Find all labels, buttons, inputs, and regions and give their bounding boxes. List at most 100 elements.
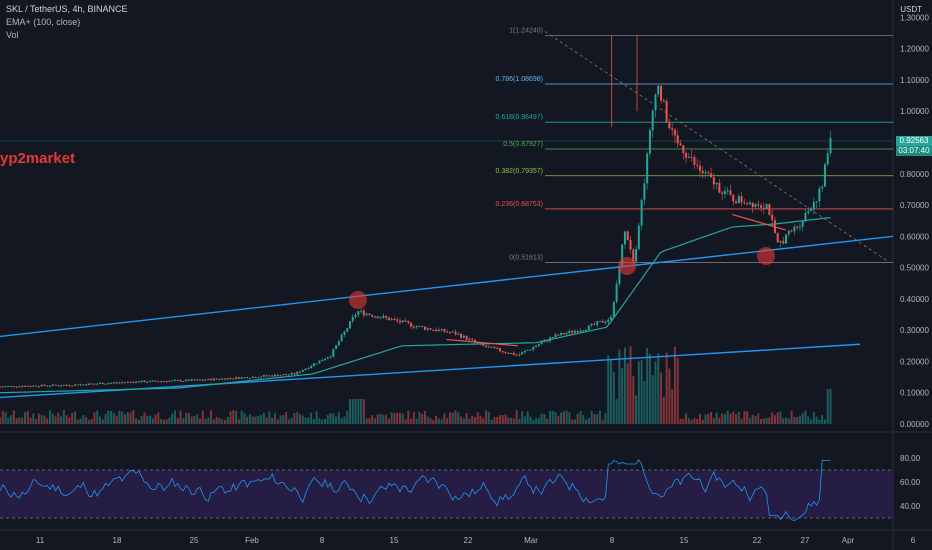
volume-bar (710, 411, 713, 424)
candle-body (43, 384, 46, 386)
volume-bar (568, 412, 571, 424)
candle-body (818, 188, 821, 202)
volume-bar (129, 412, 132, 424)
candle-body (90, 383, 93, 385)
candle-body (179, 380, 182, 382)
time-tick-label: Mar (524, 536, 538, 545)
candle-body (315, 363, 318, 365)
volume-bar (640, 360, 643, 424)
candle-body (173, 379, 176, 381)
volume-bar (821, 414, 824, 424)
volume-bar (668, 368, 671, 424)
volume-bar (251, 416, 254, 424)
price-tick-label: 0.30000 (900, 326, 929, 335)
volume-bar (54, 416, 57, 424)
volume-bar (140, 416, 143, 424)
indicator-ema-label[interactable]: EMA+ (100, close) (6, 17, 81, 27)
volume-bar (382, 414, 385, 424)
candle-body (68, 385, 71, 387)
candle-body (296, 371, 299, 375)
time-tick-label: 15 (390, 536, 399, 545)
volume-bar (121, 411, 124, 424)
rsi-axis[interactable]: 80.00 60.00 40.00 (900, 454, 921, 511)
price-tick-label: 1.30000 (900, 13, 929, 22)
volume-bar (168, 417, 171, 424)
candle-body (612, 301, 615, 317)
candle-body (587, 325, 590, 331)
volume-bar (546, 418, 549, 424)
candle-body (32, 385, 35, 387)
fib-level-label: 0.786(1.08698) (496, 76, 543, 83)
volume-bar (160, 418, 163, 424)
candle-body (268, 375, 271, 377)
candle-body (318, 360, 321, 364)
volume-bar (521, 411, 524, 424)
volume-bar (762, 418, 765, 424)
candle-body (662, 100, 665, 102)
candle-body (532, 347, 535, 350)
volume-bar (218, 417, 221, 424)
volume-bar (132, 410, 135, 424)
volume-bar (812, 411, 815, 424)
volume-bar (107, 410, 110, 424)
volume-bar (146, 416, 149, 424)
candle-body (490, 346, 493, 348)
indicator-vol-label[interactable]: Vol (6, 30, 19, 40)
candle-body (571, 330, 574, 333)
volume-bar (815, 416, 818, 424)
volume-bar (729, 413, 732, 424)
candle-body (582, 330, 585, 332)
candle-body (596, 321, 599, 325)
candle-body (332, 348, 335, 357)
candles (0, 35, 832, 388)
volume-bar (360, 399, 363, 424)
candle-body (485, 345, 488, 347)
volume-bar (432, 419, 435, 424)
volume-bar (421, 413, 424, 424)
candle-body (598, 320, 601, 322)
volume-bar (260, 414, 263, 424)
candle-body (232, 378, 235, 380)
ema-red-segment (446, 338, 518, 347)
volume-bar (785, 417, 788, 424)
volume-bar (598, 410, 601, 424)
candle-body (240, 377, 243, 379)
volume-bar (651, 375, 654, 424)
candle-body (390, 319, 393, 321)
volume-bar (618, 349, 621, 424)
volume-bar (40, 415, 43, 424)
volume-bar (735, 413, 738, 424)
volume-bar (643, 380, 646, 424)
volume-bar (796, 417, 799, 424)
candle-body (643, 183, 646, 200)
candle-body (343, 331, 346, 335)
candle-body (210, 378, 213, 381)
candle-body (632, 249, 635, 262)
candle-body (482, 343, 485, 346)
volume-bar (751, 414, 754, 424)
volume-bar (515, 410, 518, 424)
candle-body (229, 378, 232, 380)
symbol-title[interactable]: SKL / TetherUS, 4h, BINANCE (6, 4, 128, 14)
volume-bar (401, 413, 404, 424)
candle-body (535, 345, 538, 348)
volume-bar (315, 411, 318, 424)
volume-bar (60, 416, 63, 424)
candle-body (440, 328, 443, 330)
candle-body (446, 331, 449, 333)
candle-body (0, 386, 1, 388)
volume-bar (596, 414, 599, 424)
volume-bar (387, 418, 390, 424)
volume-bar (707, 413, 710, 424)
time-axis[interactable]: 11 18 25 Feb 8 15 22 Mar 8 15 22 27 Apr 6 (36, 536, 916, 545)
candle-body (412, 326, 415, 328)
candle-body (701, 170, 704, 174)
candle-body (615, 284, 618, 302)
volume-bar (810, 419, 813, 424)
candle-body (621, 244, 624, 267)
volume-bar (712, 418, 715, 424)
volume-bar (623, 347, 626, 424)
price-tick-label: 0.00000 (900, 420, 929, 429)
